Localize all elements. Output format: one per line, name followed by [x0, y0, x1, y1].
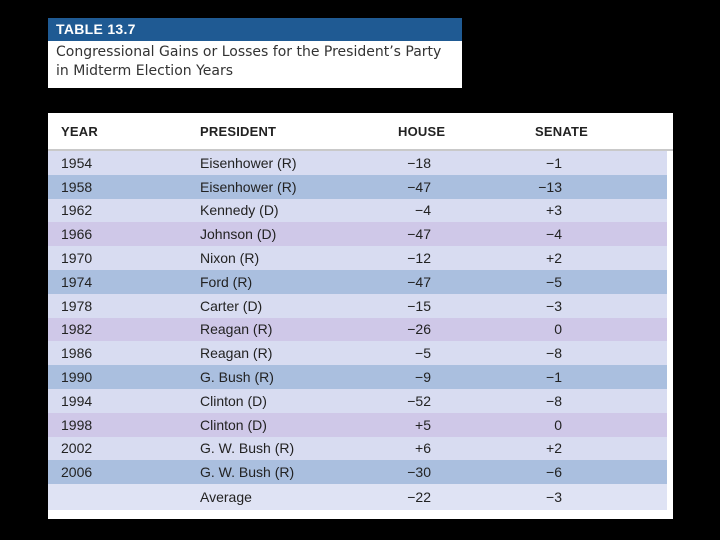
cell-year: 1990 — [61, 369, 93, 386]
cell-president: G. W. Bush (R) — [200, 440, 295, 457]
cell-year: 1986 — [61, 345, 93, 362]
table-row: 1974 Ford (R) −47 −5 — [48, 269, 667, 294]
table-number: TABLE 13.7 — [48, 18, 462, 41]
caption-line-1: Congressional Gains or Losses for the Pr… — [56, 44, 442, 60]
cell-president: Johnson (D) — [200, 226, 277, 243]
cell-president: G. Bush (R) — [200, 369, 274, 386]
cell-year: 1962 — [61, 202, 93, 219]
cell-year: 1998 — [61, 416, 93, 433]
header-year: YEAR — [61, 123, 98, 139]
cell-senate: 0 — [554, 416, 562, 433]
cell-senate: −13 — [538, 178, 562, 195]
table-row: 2006 G. W. Bush (R) −30 −6 — [48, 460, 667, 485]
table-row: 1954 Eisenhower (R) −18 −1 — [48, 151, 667, 175]
cell-senate: −1 — [546, 369, 562, 386]
cell-senate: −4 — [546, 226, 562, 243]
cell-year: 1954 — [61, 154, 93, 171]
cell-president: Ford (R) — [200, 273, 253, 290]
cell-year: 1974 — [61, 273, 93, 290]
header-house: HOUSE — [398, 123, 446, 139]
table-row: 1994 Clinton (D) −52 −8 — [48, 388, 667, 413]
table-row: 1990 G. Bush (R) −9 −1 — [48, 365, 667, 389]
table-row: 1966 Johnson (D) −47 −4 — [48, 222, 667, 247]
cell-house: −26 — [407, 321, 431, 338]
data-table: YEAR PRESIDENT HOUSE SENATE 1954 Eisenho… — [48, 113, 673, 519]
table-row: 1986 Reagan (R) −5 −8 — [48, 341, 667, 366]
cell-president: Eisenhower (R) — [200, 154, 297, 171]
header-president: PRESIDENT — [200, 123, 277, 139]
cell-senate: −3 — [546, 297, 562, 314]
cell-senate: +3 — [546, 202, 562, 219]
table-row: 1962 Kennedy (D) −4 +3 — [48, 198, 667, 223]
cell-senate: −1 — [546, 154, 562, 171]
cell-president: Clinton (D) — [200, 392, 267, 409]
cell-house: −30 — [407, 464, 431, 481]
cell-senate: 0 — [554, 321, 562, 338]
cell-house: −12 — [407, 250, 431, 267]
cell-year: 1966 — [61, 226, 93, 243]
cell-house: +6 — [415, 440, 431, 457]
cell-house: −47 — [407, 178, 431, 195]
cell-senate: −8 — [546, 392, 562, 409]
cell-house: −15 — [407, 297, 431, 314]
table-row: 1958 Eisenhower (R) −47 −13 — [48, 174, 667, 199]
cell-year: 1982 — [61, 321, 93, 338]
cell-senate: −8 — [546, 345, 562, 362]
header-senate: SENATE — [535, 123, 588, 139]
cell-house: −4 — [415, 202, 431, 219]
cell-president: Reagan (R) — [200, 321, 273, 338]
cell-year: 2002 — [61, 440, 93, 457]
cell-house: −47 — [407, 273, 431, 290]
cell-year: 1994 — [61, 392, 93, 409]
average-senate: −3 — [546, 489, 562, 506]
cell-president: Eisenhower (R) — [200, 178, 297, 195]
table-row: 1970 Nixon (R) −12 +2 — [48, 246, 667, 270]
table-row: 1998 Clinton (D) +5 0 — [48, 412, 667, 437]
cell-year: 1970 — [61, 250, 93, 267]
cell-house: −52 — [407, 392, 431, 409]
average-label: Average — [200, 489, 252, 506]
cell-senate: +2 — [546, 250, 562, 267]
cell-house: −9 — [415, 369, 431, 386]
cell-president: Clinton (D) — [200, 416, 267, 433]
table-row: 2002 G. W. Bush (R) +6 +2 — [48, 436, 667, 461]
cell-president: G. W. Bush (R) — [200, 464, 295, 481]
cell-senate: −5 — [546, 273, 562, 290]
table-header-row: YEAR PRESIDENT HOUSE SENATE — [48, 113, 673, 151]
caption-line-2: in Midterm Election Years — [56, 63, 234, 79]
cell-house: −47 — [407, 226, 431, 243]
cell-president: Reagan (R) — [200, 345, 273, 362]
cell-president: Kennedy (D) — [200, 202, 279, 219]
table-row: 1982 Reagan (R) −26 0 — [48, 317, 667, 342]
table-body: 1954 Eisenhower (R) −18 −1 1958 Eisenhow… — [48, 151, 673, 511]
table-caption: Congressional Gains or Losses for the Pr… — [48, 41, 462, 81]
cell-president: Nixon (R) — [200, 250, 260, 267]
average-row: Average −22 −3 — [48, 484, 667, 511]
cell-house: −18 — [407, 154, 431, 171]
cell-year: 2006 — [61, 464, 93, 481]
cell-senate: −6 — [546, 464, 562, 481]
cell-year: 1958 — [61, 178, 93, 195]
cell-house: +5 — [415, 416, 431, 433]
cell-president: Carter (D) — [200, 297, 263, 314]
cell-senate: +2 — [546, 440, 562, 457]
average-house: −22 — [407, 489, 431, 506]
table-title-box: TABLE 13.7 Congressional Gains or Losses… — [48, 18, 462, 88]
cell-house: −5 — [415, 345, 431, 362]
table-row: 1978 Carter (D) −15 −3 — [48, 293, 667, 318]
cell-year: 1978 — [61, 297, 93, 314]
